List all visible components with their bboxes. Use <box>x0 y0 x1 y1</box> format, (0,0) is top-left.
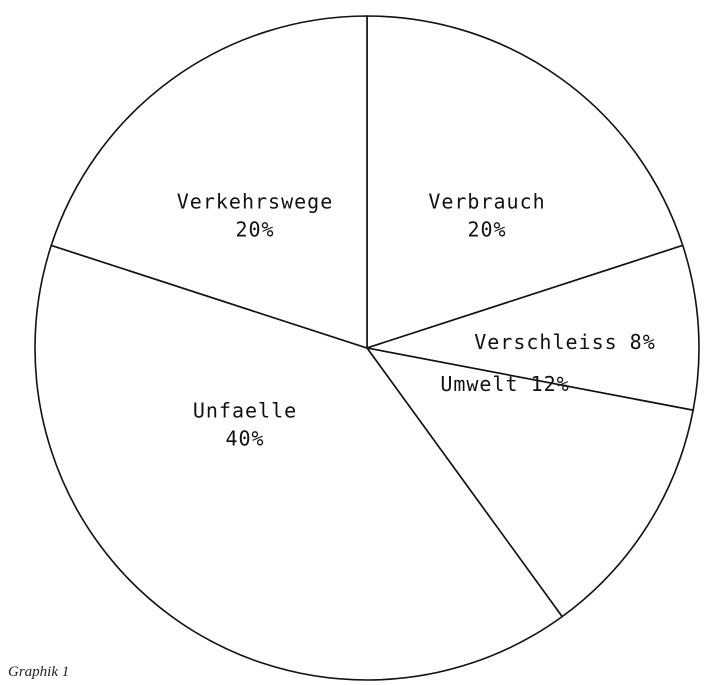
slice-label: Umwelt 12% <box>440 372 569 396</box>
pie <box>34 15 700 681</box>
caption: Graphik 1 <box>8 664 69 680</box>
value-label: 40% <box>225 427 264 451</box>
pie-slice <box>34 244 563 681</box>
category-label: Verkehrswege <box>177 190 334 214</box>
pie-slice <box>366 244 700 412</box>
pie-slice <box>50 15 368 349</box>
value-label: 12% <box>531 372 570 396</box>
pie-slice <box>366 347 694 618</box>
value-label: 20% <box>467 218 506 242</box>
value-label: 20% <box>235 218 274 242</box>
value-label: 8% <box>630 330 656 354</box>
slice-label: Verschleiss 8% <box>474 330 656 354</box>
pie-slice <box>366 15 684 349</box>
category-label: Verbrauch <box>428 190 545 214</box>
category-label: Verschleiss <box>474 330 617 354</box>
category-label: Umwelt <box>440 372 518 396</box>
labels: Verbrauch 20% Verschleiss 8% Umwelt 12% Unfael… <box>177 190 656 451</box>
category-label: Unfaelle <box>193 399 297 423</box>
